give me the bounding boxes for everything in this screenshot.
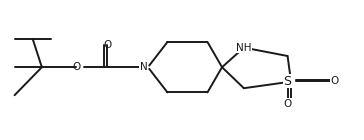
- Text: O: O: [103, 40, 111, 50]
- Text: N: N: [140, 62, 148, 72]
- Text: S: S: [284, 75, 292, 88]
- Text: O: O: [284, 99, 292, 109]
- Text: NH: NH: [236, 43, 252, 53]
- Text: O: O: [331, 76, 339, 86]
- Text: O: O: [72, 62, 80, 72]
